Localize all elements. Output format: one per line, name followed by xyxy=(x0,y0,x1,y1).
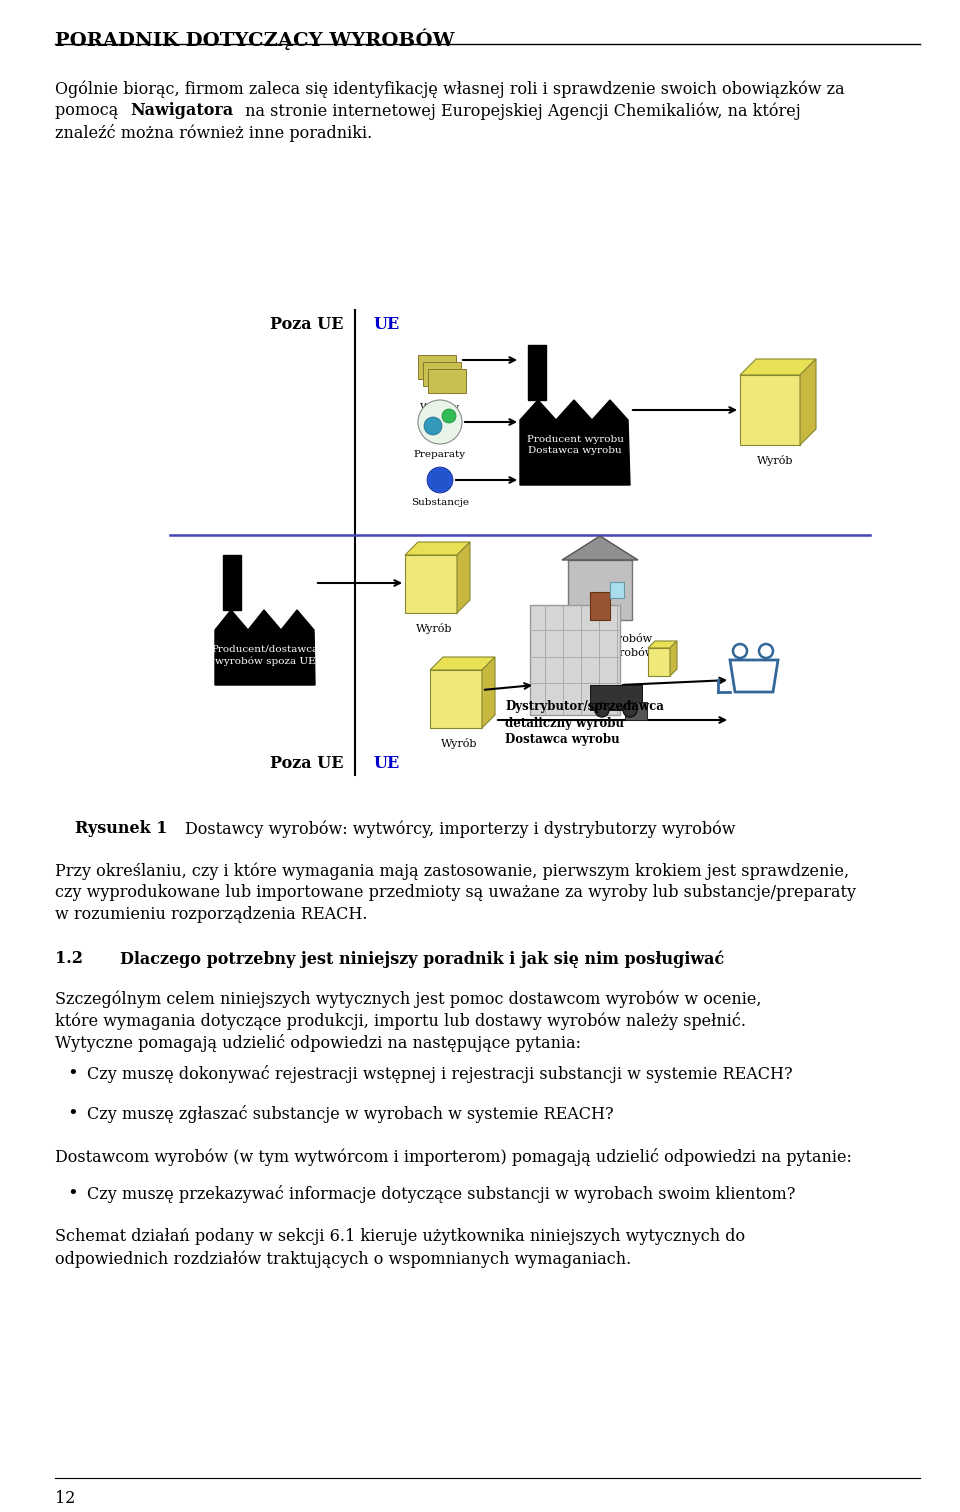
Text: Wyrób: Wyrób xyxy=(756,455,793,466)
Bar xyxy=(568,559,632,620)
Text: na stronie internetowej Europejskiej Agencji Chemikaliów, na której: na stronie internetowej Europejskiej Age… xyxy=(240,101,801,119)
Text: Wyroby: Wyroby xyxy=(420,404,460,411)
Bar xyxy=(740,375,800,445)
Circle shape xyxy=(442,410,456,423)
Text: Czy muszę przekazywać informacje dotyczące substancji w wyrobach swoim klientom?: Czy muszę przekazywać informacje dotyczą… xyxy=(87,1185,796,1204)
Bar xyxy=(423,361,461,386)
Bar xyxy=(648,649,670,676)
Text: Poza UE: Poza UE xyxy=(270,754,343,773)
Text: Szczególnym celem niniejszych wytycznych jest pomoc dostawcom wyrobów w ocenie,: Szczególnym celem niniejszych wytycznych… xyxy=(55,990,761,1007)
Circle shape xyxy=(595,703,609,717)
Text: PORADNIK DOTYCZĄCY WYROBÓW: PORADNIK DOTYCZĄCY WYROBÓW xyxy=(55,29,454,50)
Text: Importer wyrobów
Dostawca wyrobów: Importer wyrobów Dostawca wyrobów xyxy=(545,634,655,658)
Text: w rozumieniu rozporządzenia REACH.: w rozumieniu rozporządzenia REACH. xyxy=(55,906,368,922)
Polygon shape xyxy=(800,358,816,445)
Text: •: • xyxy=(67,1185,78,1204)
Text: Wyrób: Wyrób xyxy=(416,623,452,634)
Circle shape xyxy=(418,401,462,445)
Text: odpowiednich rozdziałów traktujących o wspomnianych wymaganiach.: odpowiednich rozdziałów traktujących o w… xyxy=(55,1250,632,1267)
Polygon shape xyxy=(648,641,677,649)
Bar xyxy=(590,593,610,620)
Text: UE: UE xyxy=(373,316,399,333)
Text: Substancje: Substancje xyxy=(411,497,469,507)
Text: Wytyczne pomagają udzielić odpowiedzi na następujące pytania:: Wytyczne pomagają udzielić odpowiedzi na… xyxy=(55,1034,581,1052)
Bar xyxy=(223,555,241,609)
Text: Rysunek 1: Rysunek 1 xyxy=(75,820,167,838)
Text: Dystrybutor/sprzedawca
detaliczny wyrobu
Dostawca wyrobu: Dystrybutor/sprzedawca detaliczny wyrobu… xyxy=(505,700,664,745)
Text: Dostawcom wyrobów (w tym wytwórcom i importerom) pomagają udzielić odpowiedzi na: Dostawcom wyrobów (w tym wytwórcom i imp… xyxy=(55,1148,852,1166)
Bar xyxy=(418,355,456,380)
Text: Wyrób: Wyrób xyxy=(441,738,477,748)
Bar xyxy=(530,605,620,715)
Text: Przy określaniu, czy i które wymagania mają zastosowanie, pierwszym krokiem jest: Przy określaniu, czy i które wymagania m… xyxy=(55,862,850,880)
Polygon shape xyxy=(405,541,470,555)
Text: 1.2: 1.2 xyxy=(55,950,83,968)
Text: Schemat działań podany w sekcji 6.1 kieruje użytkownika niniejszych wytycznych d: Schemat działań podany w sekcji 6.1 kier… xyxy=(55,1228,745,1244)
Bar xyxy=(528,345,546,401)
Polygon shape xyxy=(430,658,495,670)
Text: Czy muszę zgłaszać substancje w wyrobach w systemie REACH?: Czy muszę zgłaszać substancje w wyrobach… xyxy=(87,1105,613,1123)
Text: 12: 12 xyxy=(55,1489,76,1507)
Text: Dostawcy wyrobów: wytwórcy, importerzy i dystrybutorzy wyrobów: Dostawcy wyrobów: wytwórcy, importerzy i… xyxy=(185,820,735,838)
Bar xyxy=(625,702,647,720)
Polygon shape xyxy=(215,609,315,685)
Circle shape xyxy=(427,467,453,493)
Text: Ogólnie biorąc, firmom zaleca się identyfikację własnej roli i sprawdzenie swoic: Ogólnie biorąc, firmom zaleca się identy… xyxy=(55,80,845,97)
Text: Producent/dostawca
wyrobów spoza UE: Producent/dostawca wyrobów spoza UE xyxy=(211,646,319,665)
Bar xyxy=(610,582,624,599)
Text: •: • xyxy=(67,1105,78,1123)
Bar xyxy=(590,685,642,711)
Polygon shape xyxy=(457,541,470,612)
Polygon shape xyxy=(482,658,495,727)
Text: czy wyprodukowane lub importowane przedmioty są uważane za wyroby lub substancje: czy wyprodukowane lub importowane przedm… xyxy=(55,885,856,901)
Text: Preparaty: Preparaty xyxy=(414,451,466,460)
Circle shape xyxy=(623,703,637,717)
Bar xyxy=(428,369,466,393)
Text: •: • xyxy=(67,1064,78,1083)
Text: pomocą: pomocą xyxy=(55,101,124,119)
Text: Dlaczego potrzebny jest niniejszy poradnik i jak się nim posługiwać: Dlaczego potrzebny jest niniejszy poradn… xyxy=(120,950,724,968)
Text: Czy muszę dokonywać rejestracji wstępnej i rejestracji substancji w systemie REA: Czy muszę dokonywać rejestracji wstępnej… xyxy=(87,1064,793,1083)
Text: UE: UE xyxy=(373,754,399,773)
Polygon shape xyxy=(562,535,638,559)
Text: Poza UE: Poza UE xyxy=(270,316,343,333)
Circle shape xyxy=(424,417,442,435)
Bar xyxy=(405,555,457,612)
Text: Nawigatora: Nawigatora xyxy=(130,101,233,119)
Bar xyxy=(430,670,482,727)
Polygon shape xyxy=(670,641,677,676)
Polygon shape xyxy=(740,358,816,375)
Text: znaleźć można również inne poradniki.: znaleźć można również inne poradniki. xyxy=(55,124,372,142)
Polygon shape xyxy=(520,401,630,485)
Text: Producent wyrobu
Dostawca wyrobu: Producent wyrobu Dostawca wyrobu xyxy=(527,435,623,455)
Text: które wymagania dotyczące produkcji, importu lub dostawy wyrobów należy spełnić.: które wymagania dotyczące produkcji, imp… xyxy=(55,1012,746,1030)
